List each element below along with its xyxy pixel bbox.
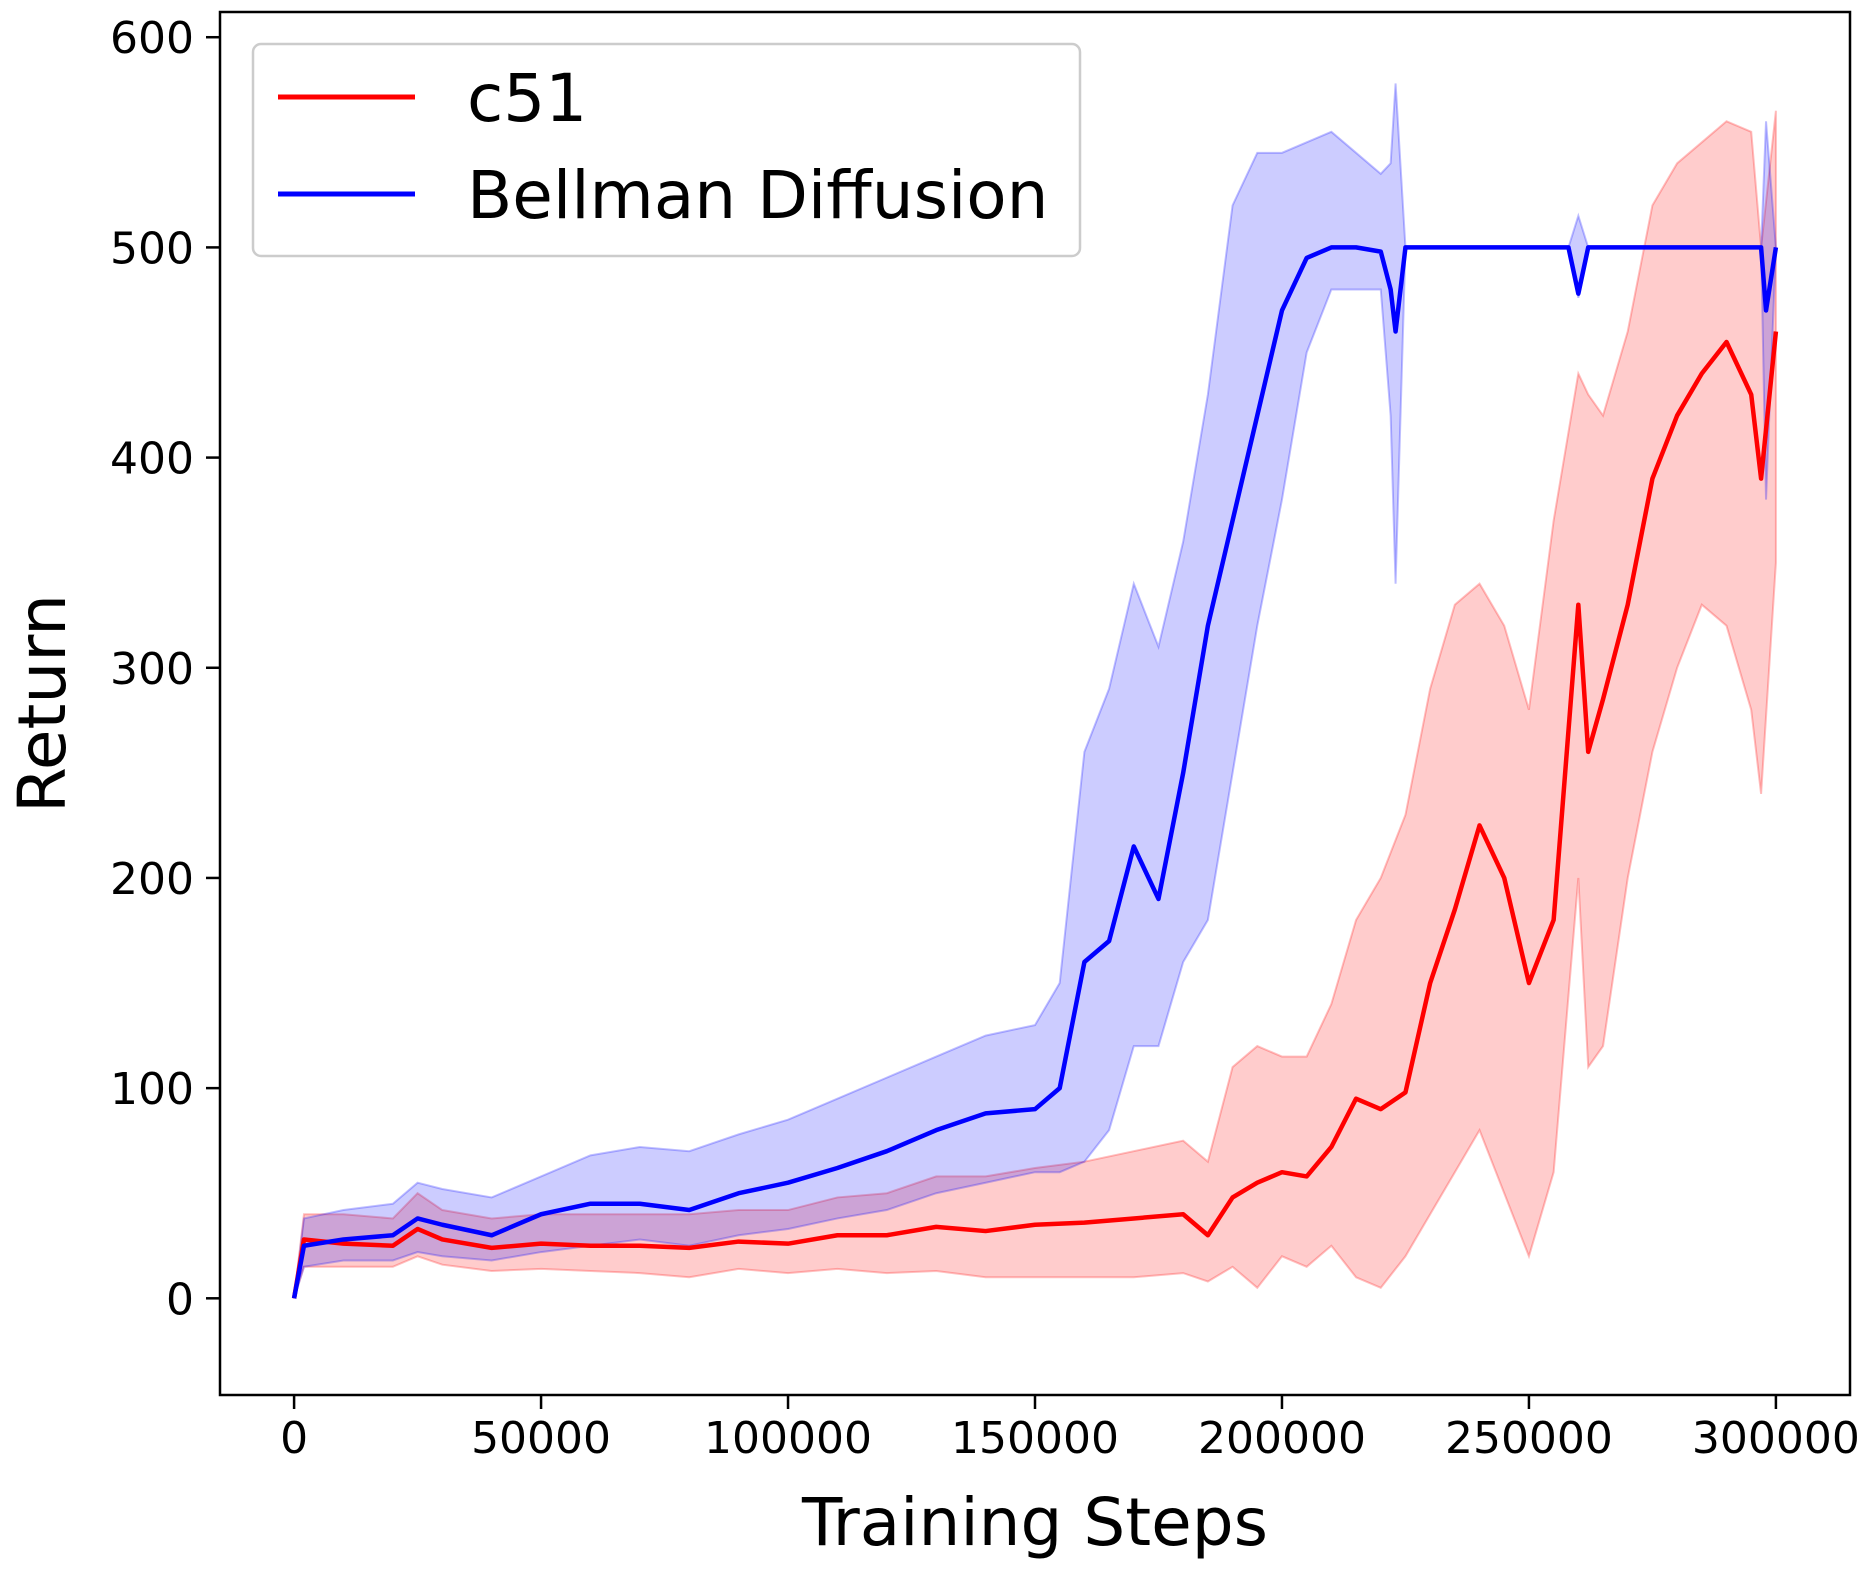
legend: c51 Bellman Diffusion [251, 42, 1082, 258]
y-tick-label: 600 [110, 13, 194, 64]
x-axis: 0 50000 100000 150000 200000 250000 300000 [280, 1395, 1860, 1464]
y-tick-label: 300 [110, 644, 194, 695]
series-lines [291, 245, 1779, 1299]
x-tick-label: 300000 [1692, 1413, 1860, 1464]
x-tick-label: 150000 [951, 1413, 1119, 1464]
legend-label: Bellman Diffusion [467, 157, 1049, 234]
y-tick-label: 500 [110, 223, 194, 274]
x-tick-label: 50000 [471, 1413, 611, 1464]
y-tick-label: 400 [110, 434, 194, 485]
legend-box [251, 42, 1082, 258]
c51-line [291, 331, 1779, 1299]
x-axis-label: Training Steps [801, 1484, 1268, 1561]
bellman-diffusion-line [291, 245, 1779, 1299]
x-tick-label: 100000 [704, 1413, 872, 1464]
x-tick-label: 250000 [1445, 1413, 1613, 1464]
y-tick-label: 200 [110, 854, 194, 905]
x-tick-label: 0 [280, 1413, 308, 1464]
y-tick-label: 100 [110, 1064, 194, 1115]
legend-label: c51 [467, 60, 587, 137]
confidence-bands [293, 83, 1777, 1299]
y-axis: 0 100 200 300 400 500 600 [110, 13, 220, 1325]
x-tick-label: 200000 [1198, 1413, 1366, 1464]
y-tick-label: 0 [166, 1274, 194, 1325]
y-axis-label: Return [4, 594, 81, 813]
